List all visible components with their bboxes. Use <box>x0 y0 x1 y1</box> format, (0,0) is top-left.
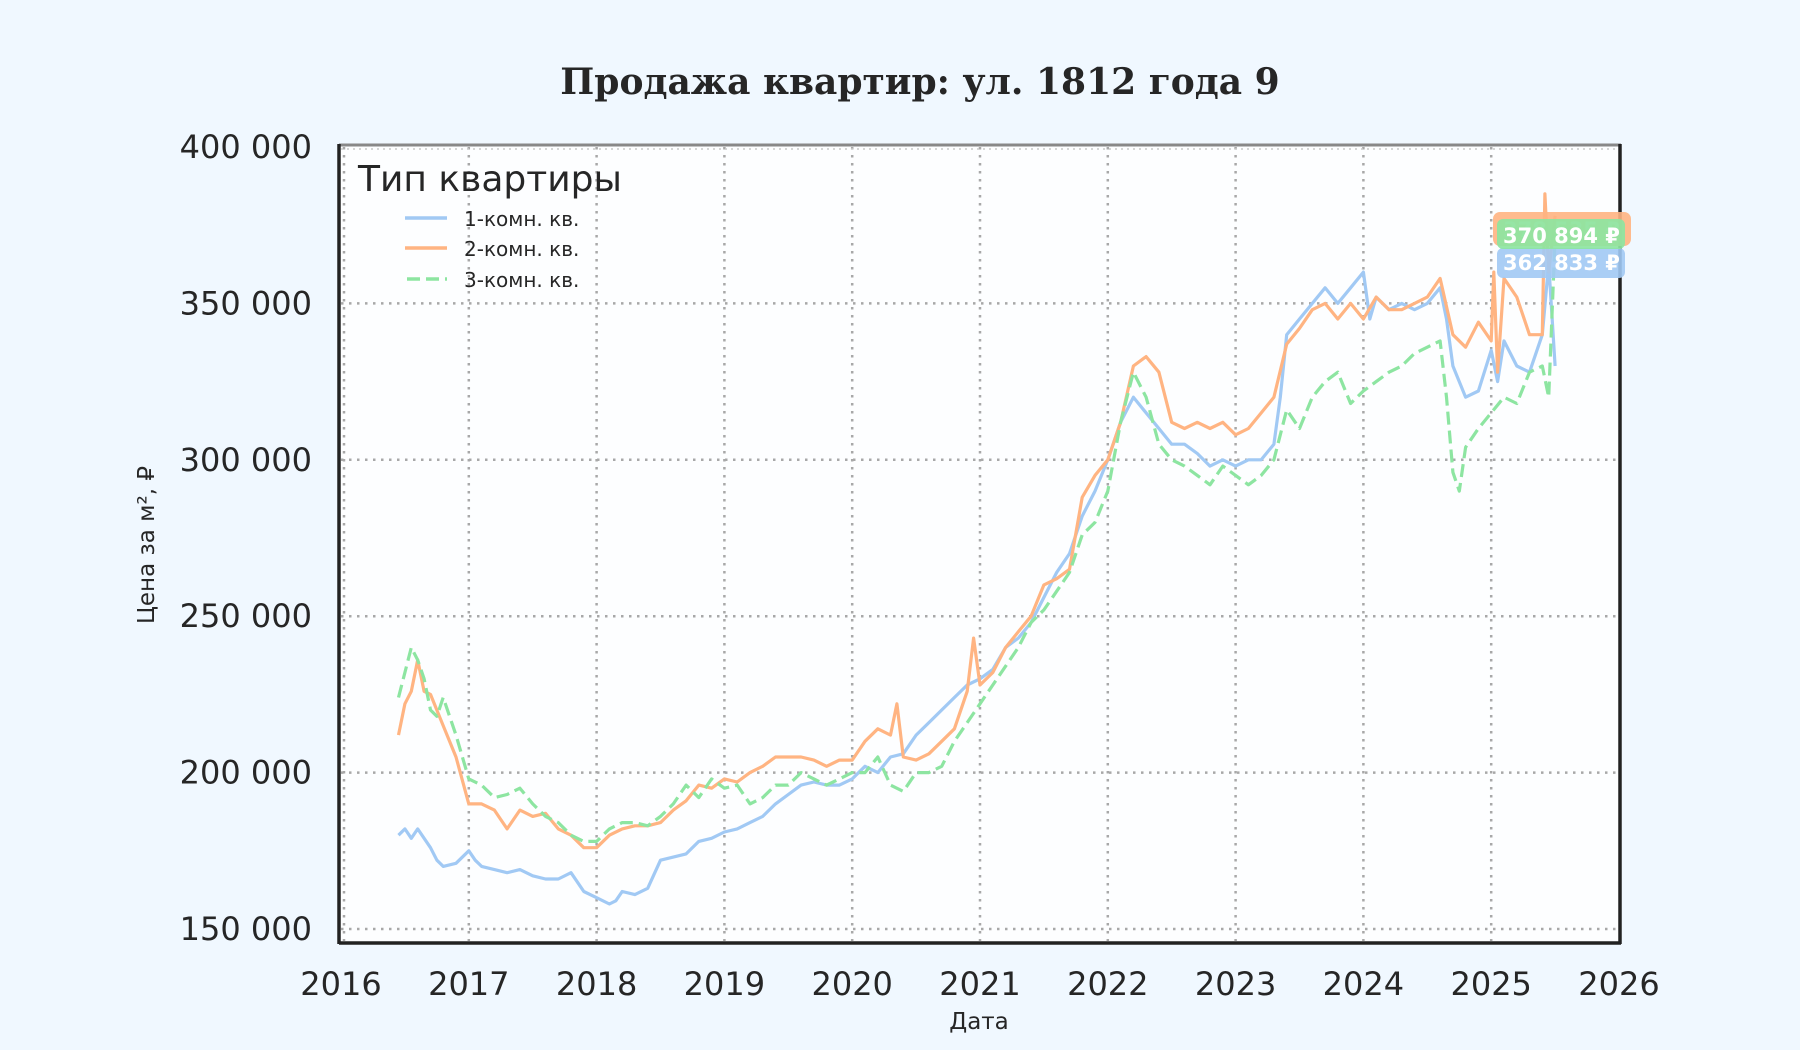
x-tick-label: 2020 <box>811 965 892 1003</box>
y-tick-label: 250 000 <box>180 597 312 635</box>
x-tick-label: 2022 <box>1067 965 1148 1003</box>
chart-title: Продажа квартир: ул. 1812 года 9 <box>560 61 1279 103</box>
x-tick-label: 2017 <box>428 965 509 1003</box>
x-tick-label: 2025 <box>1450 965 1531 1003</box>
legend-item-1room: 1-комн. кв. <box>464 207 579 231</box>
badge-3room <box>1497 219 1625 249</box>
badge-1room-text: 362 833 ₽ <box>1503 251 1620 275</box>
y-axis-label: Цена за м², ₽ <box>134 466 160 624</box>
legend-title: Тип квартиры <box>357 159 622 200</box>
y-tick-label: 150 000 <box>180 910 312 948</box>
legend: Тип квартиры 1-комн. кв. 2-комн. кв. 3-к… <box>357 159 622 292</box>
x-axis-label: Дата <box>949 1009 1009 1035</box>
x-tick-label: 2021 <box>939 965 1020 1003</box>
x-tick-label: 2026 <box>1578 965 1659 1003</box>
x-tick-label: 2023 <box>1195 965 1276 1003</box>
series-line-3room <box>396 237 1557 844</box>
x-axis-ticks: 2016 2017 2018 2019 2020 2021 2022 2023 2024 2025… <box>300 965 1659 1003</box>
y-tick-label: 350 000 <box>180 284 312 322</box>
x-tick-label: 2018 <box>556 965 637 1003</box>
series-line-2room <box>396 192 1557 850</box>
x-tick-label: 2024 <box>1323 965 1404 1003</box>
last-value-badges: 378 535 ₽ 362 833 ₽ 370 894 ₽ <box>1493 212 1631 278</box>
badge-1room <box>1497 248 1625 278</box>
x-tick-label: 2019 <box>684 965 765 1003</box>
y-tick-label: 400 000 <box>180 128 312 166</box>
y-tick-label: 300 000 <box>180 441 312 479</box>
legend-item-2room: 2-комн. кв. <box>464 237 579 261</box>
series-lines <box>396 192 1557 906</box>
y-axis-ticks: 150 000 200 000 250 000 300 000 350 000 400 0… <box>180 128 312 948</box>
plot-area <box>337 143 1622 945</box>
x-tick-label: 2016 <box>300 965 381 1003</box>
badge-3room-text: 370 894 ₽ <box>1503 224 1620 248</box>
y-tick-label: 200 000 <box>180 754 312 792</box>
legend-item-3room: 3-комн. кв. <box>464 268 579 292</box>
